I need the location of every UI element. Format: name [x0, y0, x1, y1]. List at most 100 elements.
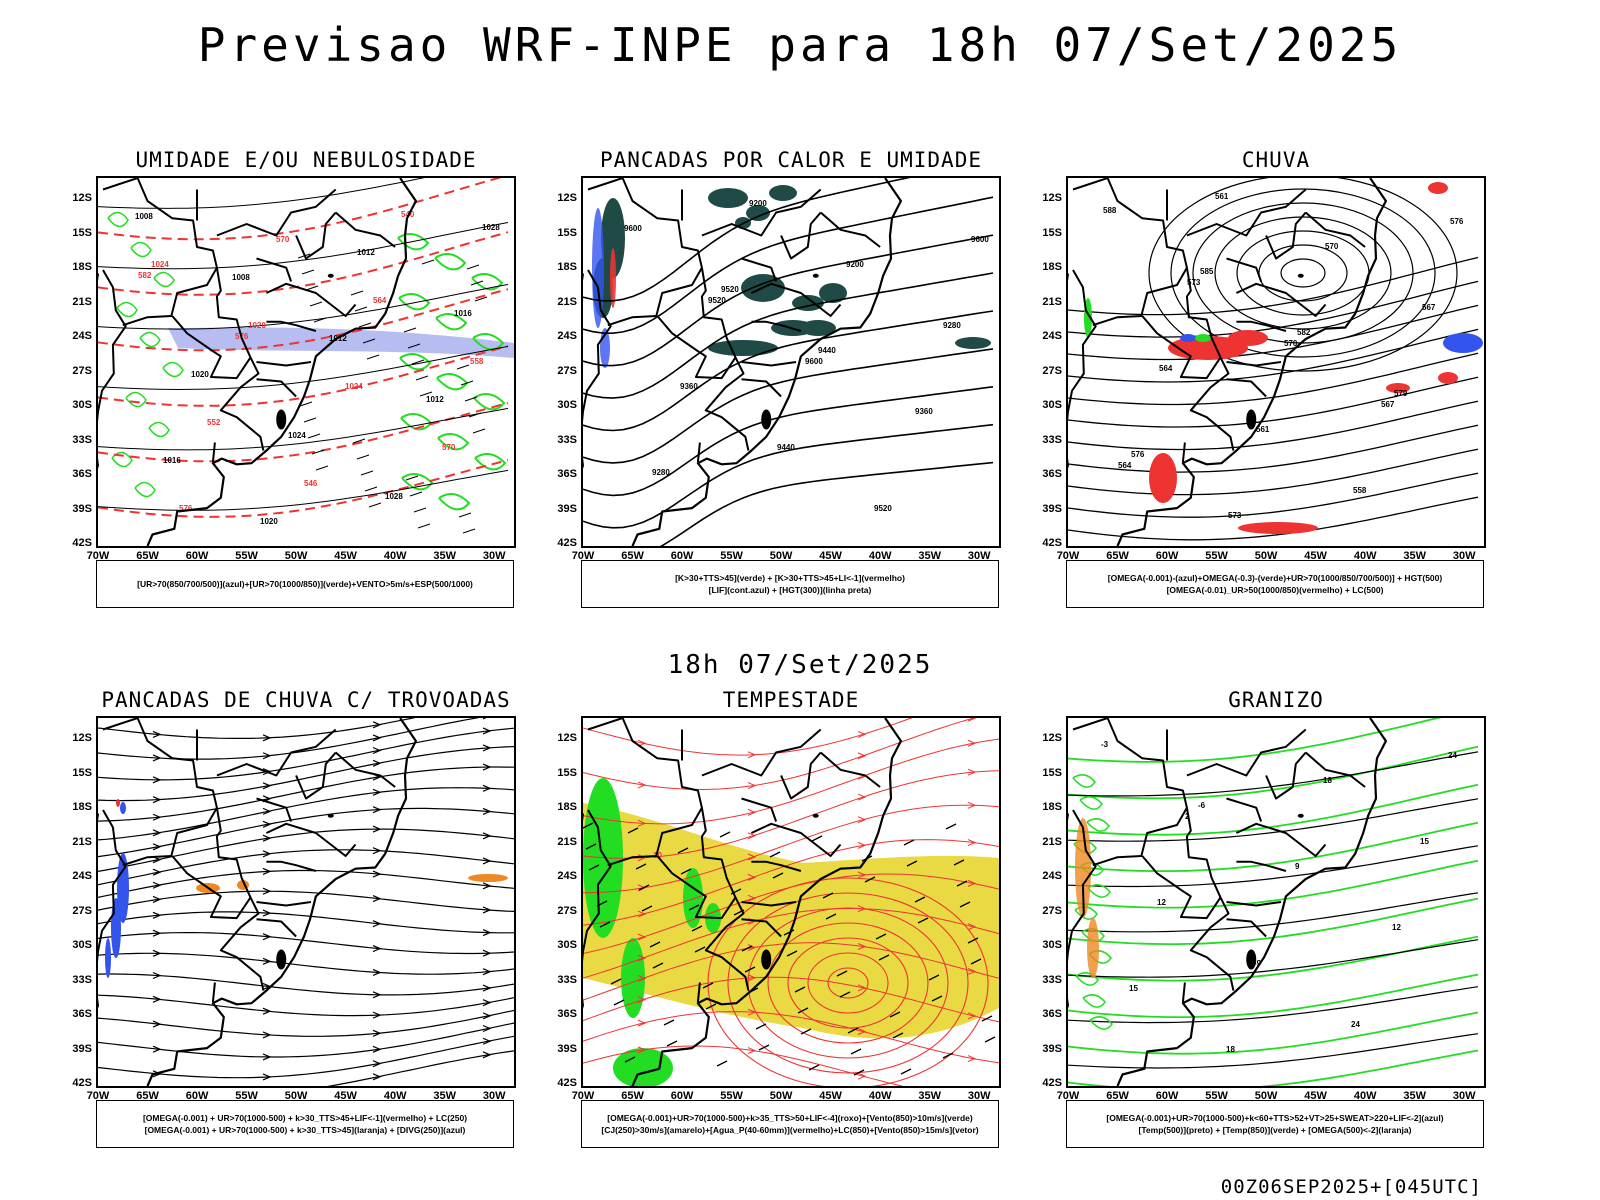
- border-line: [102, 178, 265, 451]
- streamline: [98, 828, 514, 872]
- rain-red-area: [1228, 330, 1268, 346]
- border-line: [265, 822, 357, 857]
- contour-label: 15: [1420, 837, 1429, 846]
- streamline-arrow: [482, 857, 492, 865]
- lat-tick-label: 30S: [1042, 399, 1062, 411]
- panel-title: PANCADAS POR CALOR E UMIDADE: [599, 148, 982, 172]
- lc500-streamline: [1280, 258, 1326, 288]
- lat-tick-label: 15S: [72, 226, 92, 239]
- lon-tick-label: 60W: [185, 550, 209, 562]
- contour-label: 573: [1187, 278, 1201, 287]
- border-line: [256, 378, 297, 398]
- streamline-arrow: [482, 744, 492, 752]
- panel-legend: [OMEGA(-0.001) + UR>70(1000-500) + k>30_…: [96, 1100, 514, 1148]
- streamline-arrow: [262, 867, 272, 875]
- streamline-arrow: [747, 974, 757, 982]
- contour-label: 9520: [721, 285, 739, 294]
- streamline-arrow: [482, 807, 492, 815]
- border-line: [1226, 918, 1267, 938]
- streamline: [583, 976, 999, 1023]
- lon-tick-label: 65W: [136, 550, 159, 562]
- map-frame: 9600 9520 9440 9360 9280 9200 9200 9280 9360 9440…: [581, 176, 1001, 548]
- wind850-vector: [769, 851, 781, 858]
- wind850-vector: [892, 1032, 904, 1039]
- contour-label: 1016: [163, 456, 181, 465]
- divergence-blue-area: [105, 938, 111, 978]
- wind-vector: [303, 417, 317, 423]
- contour-label: 1020: [191, 370, 209, 379]
- humidity-green-contour: [162, 361, 184, 378]
- contour-label: 576: [1450, 217, 1464, 226]
- lc500-streamline: [1258, 244, 1348, 302]
- streamline: [583, 907, 999, 979]
- border-line: [741, 797, 778, 822]
- wind850-vector: [906, 860, 918, 867]
- lat-tick-label: 18S: [1042, 261, 1062, 273]
- wind-vector: [474, 296, 488, 302]
- coastline-east: [146, 718, 417, 1086]
- contour-label: 558: [1353, 486, 1367, 495]
- wind-vector: [460, 380, 474, 386]
- border-line: [1181, 982, 1186, 1003]
- humidity-green-contour: [472, 333, 505, 351]
- latitude-axis: 12S 15S 18S 21S 24S 27S 30S 33S 36S 39S 42S: [62, 716, 94, 1089]
- wind-vector: [350, 290, 364, 296]
- hgt300-contour: [583, 348, 994, 464]
- humidity-green-contour: [111, 451, 133, 468]
- streamline-arrow: [967, 839, 977, 847]
- streamline: [583, 718, 976, 791]
- contour-label: 24: [1351, 1020, 1360, 1029]
- wind-green-area: [621, 938, 645, 1018]
- border-line: [583, 809, 612, 1009]
- streamline-arrow: [152, 911, 162, 919]
- lat-tick-label: 24S: [72, 330, 92, 342]
- lon-tick-label: 65W: [136, 1090, 159, 1102]
- streamline: [98, 766, 514, 822]
- map-canvas: [98, 718, 514, 1086]
- contour-label: 9440: [818, 346, 836, 355]
- lake: [1246, 949, 1257, 970]
- streamline: [98, 787, 514, 841]
- wind-vector: [413, 507, 427, 513]
- border-line: [1236, 860, 1287, 872]
- border-line: [750, 282, 842, 317]
- wind850-vector: [613, 999, 625, 1006]
- contour-label: 9600: [624, 224, 642, 233]
- wind850-vector: [878, 954, 890, 961]
- contour-label: 1016: [454, 309, 472, 318]
- heat-humidity-area: [955, 337, 991, 349]
- panel-legend: [OMEGA(-0.001)+UR>70(1000-500)+k<60+TTS>…: [1066, 1100, 1484, 1148]
- lc500-streamline: [1148, 178, 1458, 372]
- streamline-arrow: [967, 1055, 977, 1063]
- humidity-green-contour: [139, 331, 161, 348]
- border-line: [1092, 267, 1188, 327]
- streamline: [98, 1009, 514, 1037]
- contour-line: [98, 459, 509, 518]
- wind850-vector: [847, 1027, 859, 1034]
- temp850-contour: [1089, 1016, 1113, 1030]
- lat-tick-label: 15S: [72, 766, 92, 779]
- wind850-vector: [853, 1069, 865, 1076]
- streamline: [583, 839, 999, 926]
- border-line: [696, 442, 701, 463]
- humidity-green-contour: [401, 473, 434, 491]
- streamline-arrow: [857, 793, 867, 801]
- wind-vector: [307, 433, 321, 439]
- border-line: [820, 211, 881, 248]
- wind850-vector: [800, 1028, 812, 1035]
- wind850-vector: [864, 876, 876, 883]
- border-line: [741, 378, 782, 398]
- streamline-arrow: [482, 832, 492, 840]
- wind850-vector: [677, 847, 689, 854]
- coastline-east: [631, 718, 902, 1086]
- streamline-arrow: [967, 768, 977, 776]
- heat-humidity-area: [601, 198, 625, 278]
- contour-label: 1028: [385, 492, 403, 501]
- lat-tick-label: 27S: [72, 364, 92, 377]
- border-line: [216, 188, 337, 237]
- heat-humidity-area: [746, 205, 770, 221]
- contour-line: [98, 178, 502, 241]
- streamline: [98, 973, 514, 996]
- contour-line: [1068, 1033, 1479, 1069]
- wind850-vector: [688, 904, 700, 911]
